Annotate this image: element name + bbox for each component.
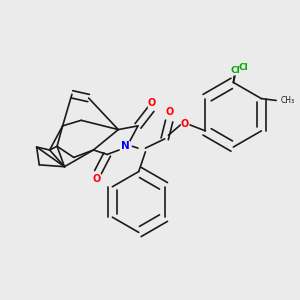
Text: CH₃: CH₃ — [280, 96, 295, 105]
Text: Cl: Cl — [238, 63, 248, 72]
Text: O: O — [148, 98, 156, 108]
Text: N: N — [122, 141, 130, 151]
Text: O: O — [181, 118, 189, 129]
Text: O: O — [166, 107, 174, 117]
Text: O: O — [93, 174, 101, 184]
Text: Cl: Cl — [230, 66, 240, 75]
